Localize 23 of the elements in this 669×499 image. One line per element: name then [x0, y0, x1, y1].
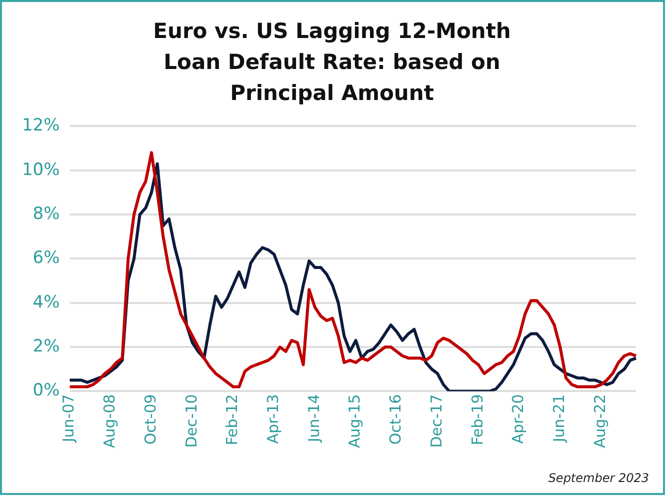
x-tick-label: Aug-22: [590, 394, 609, 448]
x-tick-label: Dec-17: [427, 394, 446, 448]
x-tick-label: Feb-12: [223, 394, 242, 446]
x-tick-label: Apr-20: [509, 394, 528, 444]
x-tick-label: Apr-13: [264, 394, 282, 444]
x-tick-label: Oct-16: [386, 394, 405, 445]
y-tick-label: 10%: [22, 160, 60, 180]
x-tick-label: Aug-15: [346, 394, 364, 448]
x-tick-label: Oct-09: [141, 394, 160, 445]
x-tick-label: Jun-14: [304, 394, 323, 444]
x-tick-label: Dec-10: [182, 394, 200, 448]
chart-title: Euro vs. US Lagging 12-Month Loan Default Rate: based on Principal Amount: [152, 18, 512, 107]
y-tick-label: 4%: [32, 292, 60, 312]
y-tick-label: 12%: [22, 116, 60, 136]
y-tick-label: 0%: [32, 380, 60, 401]
y-tick-label: 6%: [32, 248, 60, 268]
x-tick-label: Aug-08: [100, 394, 119, 448]
x-tick-label: Feb-19: [468, 394, 486, 446]
x-tick-label: Jun-21: [550, 394, 568, 444]
y-tick-label: 8%: [32, 204, 60, 224]
text: September 2023: [548, 471, 649, 485]
y-tick-label: 2%: [32, 336, 60, 356]
x-tick-label: Jun-07: [60, 394, 78, 444]
